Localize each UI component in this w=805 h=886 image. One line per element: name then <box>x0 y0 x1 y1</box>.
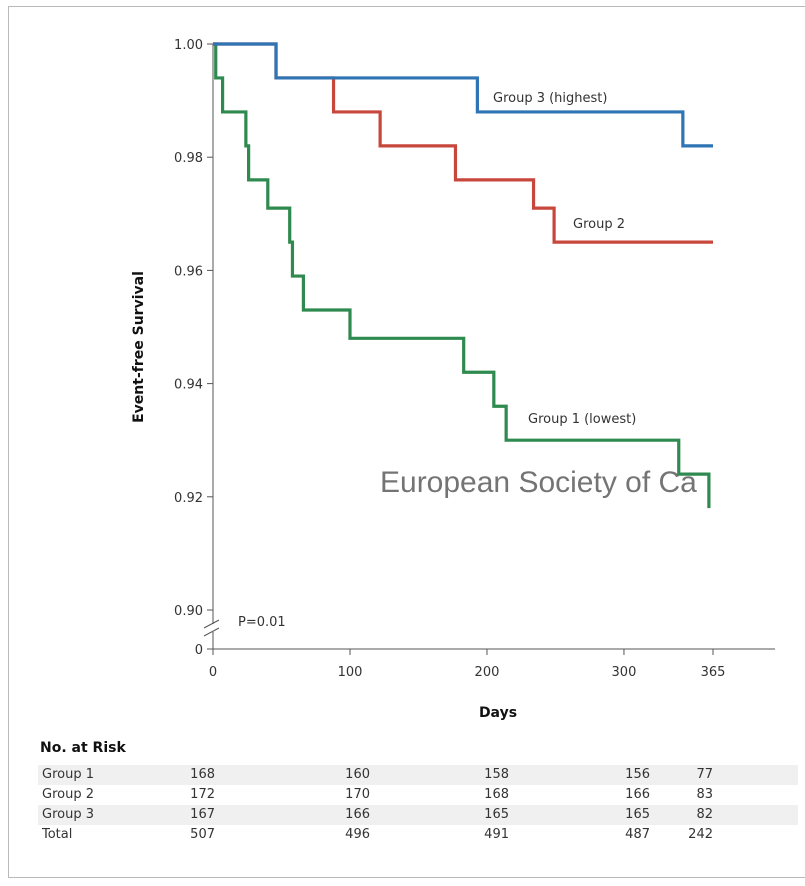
series-label-2: Group 2 <box>573 217 625 232</box>
risk-cell: 77 <box>696 767 713 782</box>
y-tick-label: 0.94 <box>174 378 203 393</box>
risk-row-name: Group 3 <box>42 807 94 822</box>
risk-cell: 82 <box>696 807 713 822</box>
figure-frame <box>8 6 805 878</box>
risk-row <box>38 805 798 825</box>
risk-cell: 156 <box>625 767 650 782</box>
risk-row-name: Group 2 <box>42 787 94 802</box>
risk-cell: 165 <box>484 807 509 822</box>
y-axis-title: Event-free Survival <box>131 271 147 423</box>
risk-cell: 168 <box>484 787 509 802</box>
series-line-2 <box>213 42 713 244</box>
x-tick-label: 200 <box>475 665 500 680</box>
risk-cell: 166 <box>625 787 650 802</box>
x-tick-label: 100 <box>338 665 363 680</box>
risk-cell: 160 <box>345 767 370 782</box>
series-line-3 <box>213 42 713 148</box>
y-tick-label-zero: 0 <box>195 643 203 658</box>
survival-chart: 1.00 0.98 0.96 0.94 0.92 0.90 00 100 200 300 365 Da… <box>131 38 775 721</box>
risk-cell: 172 <box>190 787 215 802</box>
y-tick-label: 1.00 <box>174 38 203 53</box>
x-tick-label: 300 <box>612 665 637 680</box>
series-label-1: Group 1 (lowest) <box>528 412 636 427</box>
risk-cell: 167 <box>190 807 215 822</box>
risk-cell: 168 <box>190 767 215 782</box>
p-value-annotation: P=0.01 <box>238 615 286 630</box>
x-axis-title: Days <box>479 705 517 721</box>
labels-layer: 1.00 0.98 0.96 0.94 0.92 0.90 00 100 200 300 365 Da… <box>131 38 725 721</box>
y-tick-label: 0.96 <box>174 264 203 279</box>
risk-cell: 496 <box>345 827 370 842</box>
risk-cell: 170 <box>345 787 370 802</box>
risk-cell: 491 <box>484 827 509 842</box>
risk-table-title: No. at Risk <box>40 740 126 756</box>
x-tick-label: 365 <box>701 665 726 680</box>
x-tick-label: 0 <box>209 665 217 680</box>
risk-cell: 487 <box>625 827 650 842</box>
y-tick-label: 0.90 <box>174 604 203 619</box>
risk-row-name: Total <box>42 827 73 842</box>
risk-row-name: Group 1 <box>42 767 94 782</box>
axis-break-mark <box>203 627 220 637</box>
axes <box>203 43 775 655</box>
y-tick-label: 0.98 <box>174 151 203 166</box>
axis-break-mark <box>203 619 220 629</box>
risk-cell: 158 <box>484 767 509 782</box>
risk-cell: 83 <box>696 787 713 802</box>
risk-cell: 165 <box>625 807 650 822</box>
risk-cell: 166 <box>345 807 370 822</box>
watermark-text: European Society of Ca <box>380 466 697 499</box>
y-tick-label: 0.92 <box>174 491 203 506</box>
series-layer <box>213 42 713 509</box>
risk-row <box>38 765 798 785</box>
risk-cell: 242 <box>688 827 713 842</box>
risk-cell: 507 <box>190 827 215 842</box>
series-line-1 <box>213 42 711 509</box>
series-label-3: Group 3 (highest) <box>493 91 607 106</box>
